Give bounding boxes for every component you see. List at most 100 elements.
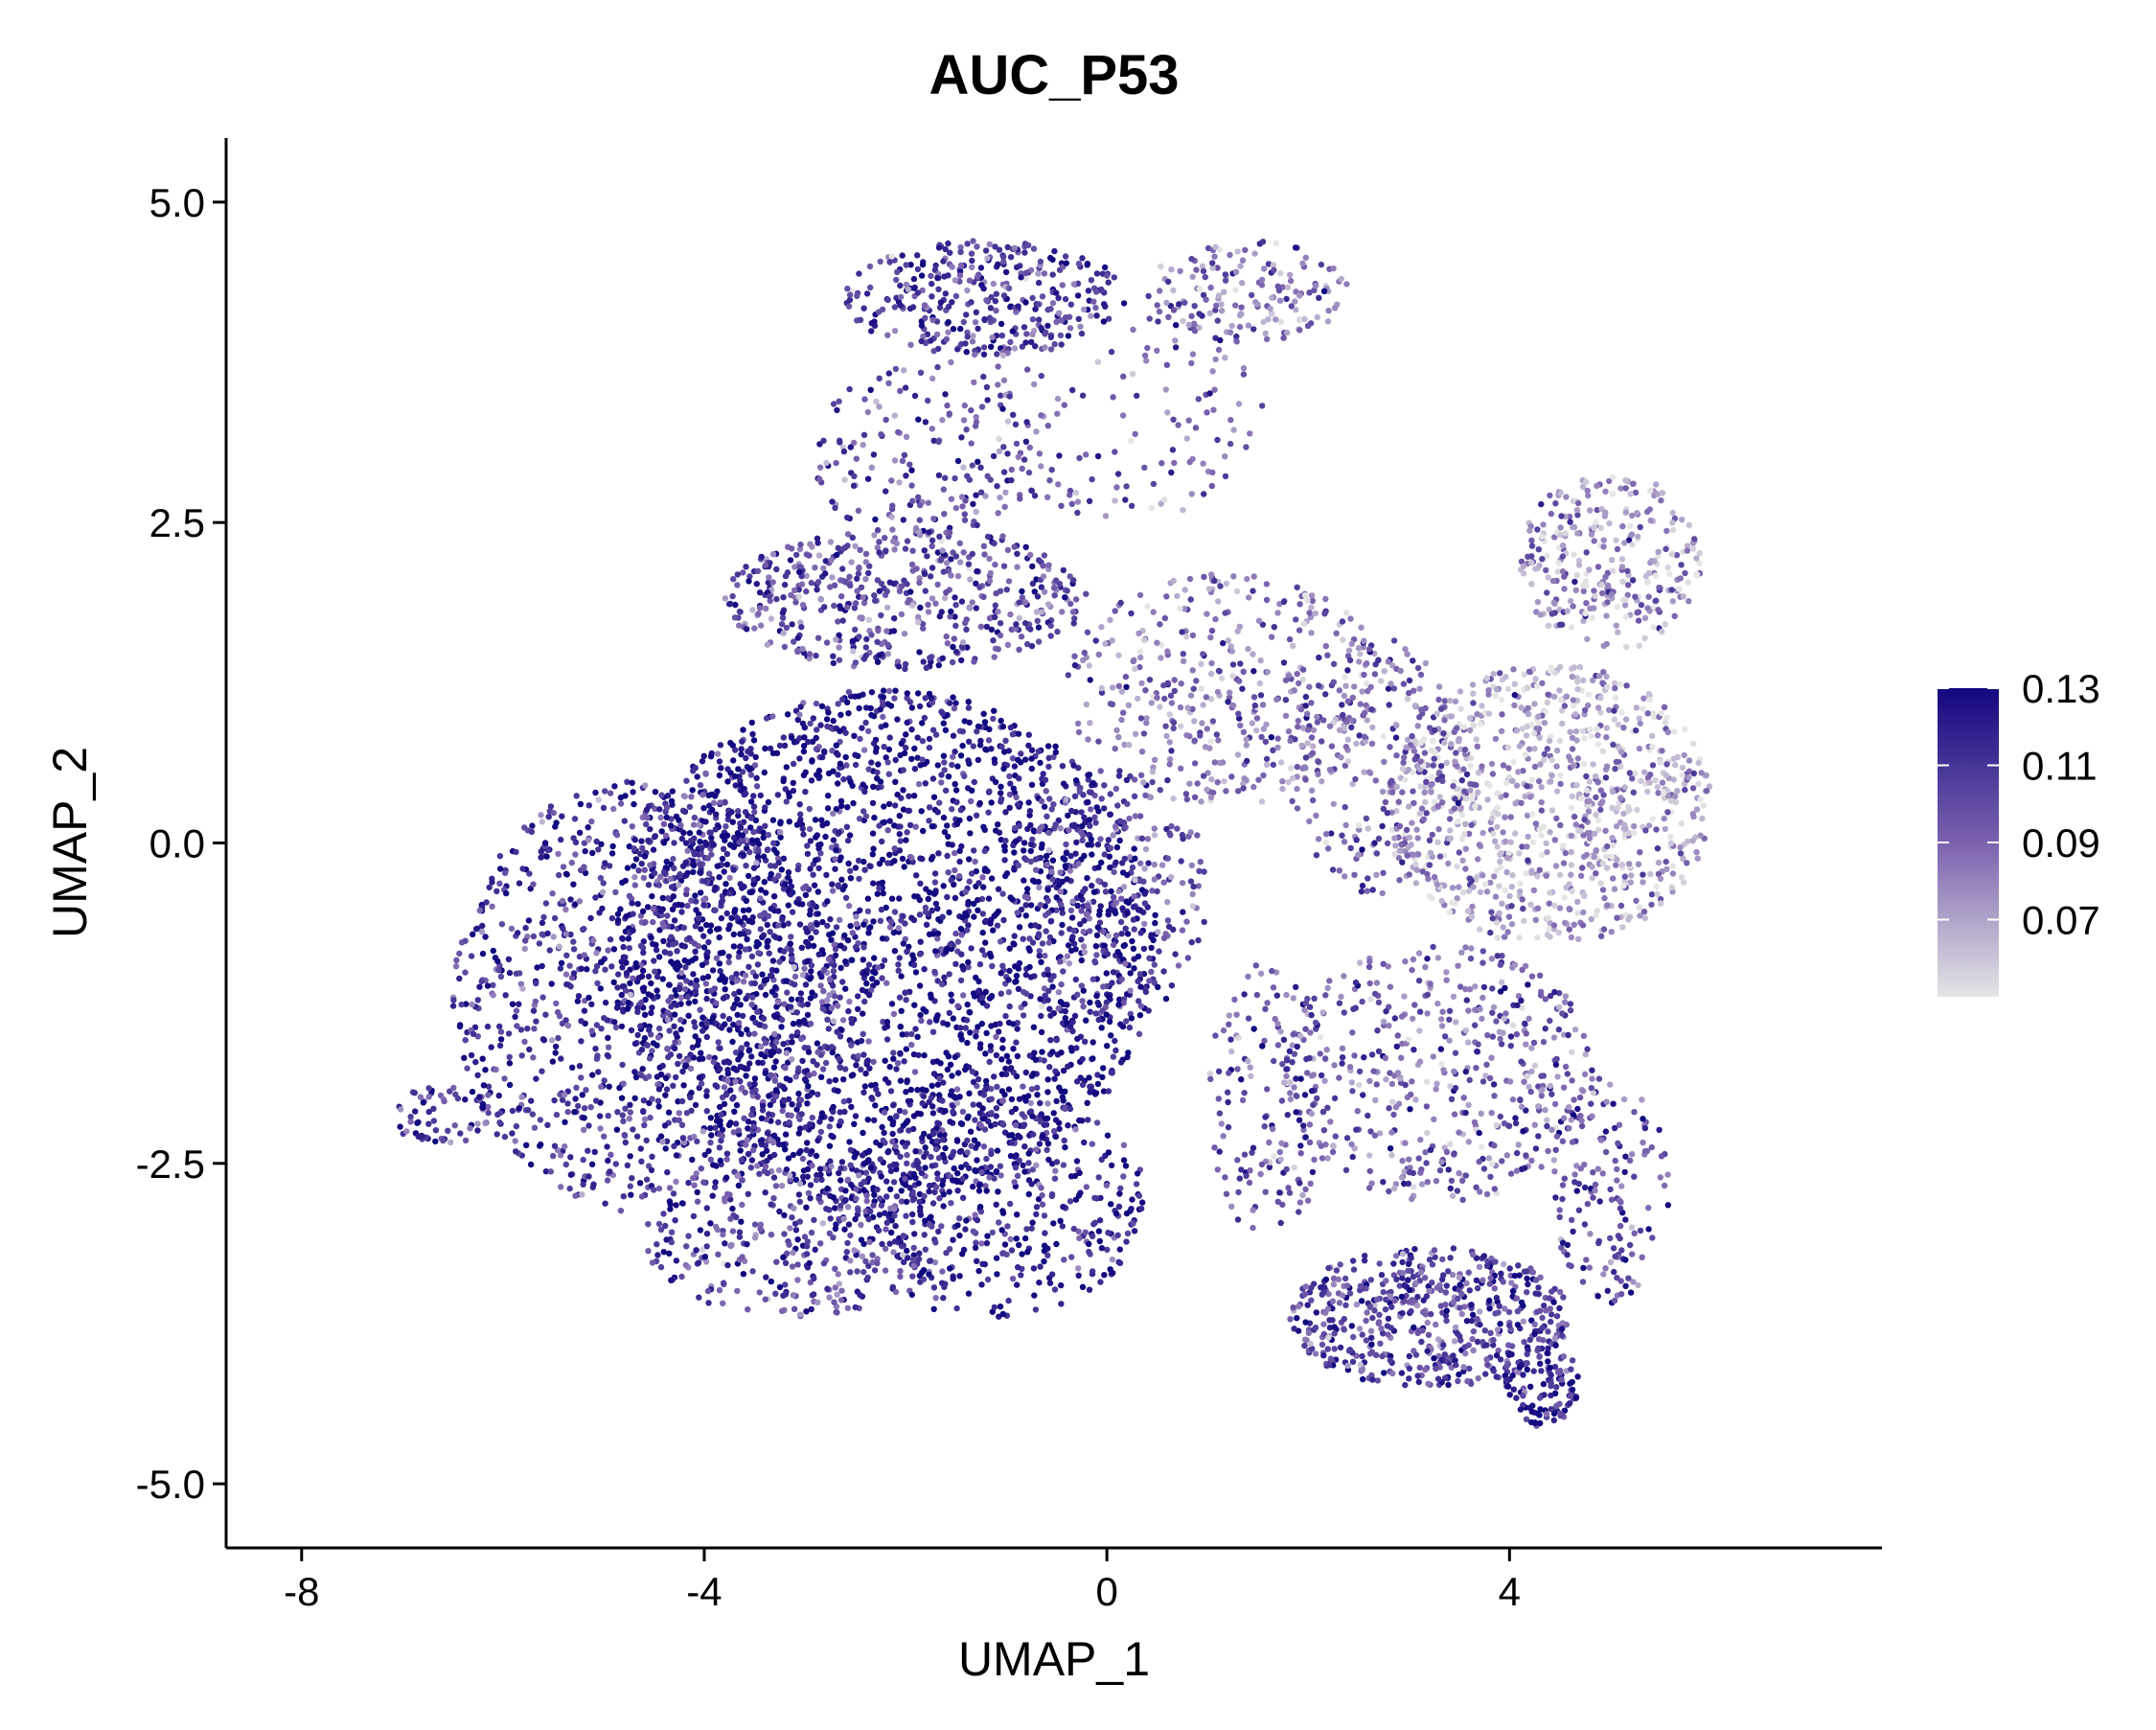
scatter-point <box>691 814 699 821</box>
scatter-point <box>852 600 860 607</box>
scatter-point <box>588 1001 595 1008</box>
scatter-point <box>842 729 849 736</box>
scatter-point <box>936 1195 943 1202</box>
scatter-point <box>687 1065 695 1073</box>
scatter-point <box>944 1066 952 1073</box>
scatter-point <box>940 752 948 759</box>
scatter-point <box>861 866 868 873</box>
scatter-point <box>983 1188 990 1194</box>
scatter-point <box>781 742 789 750</box>
scatter-point <box>814 1049 821 1056</box>
scatter-point <box>671 1023 677 1030</box>
scatter-point <box>677 870 683 878</box>
scatter-point <box>644 815 651 821</box>
scatter-point <box>901 864 907 870</box>
scatter-point <box>700 1055 706 1062</box>
scatter-point <box>690 1212 698 1220</box>
scatter-point <box>1050 1127 1058 1135</box>
scatter-point <box>892 756 899 764</box>
scatter-point <box>903 1212 909 1219</box>
scatter-point <box>620 1193 627 1200</box>
scatter-point <box>592 1097 600 1104</box>
scatter-point <box>1006 1200 1014 1208</box>
scatter-point <box>787 940 793 947</box>
scatter-point <box>867 924 874 931</box>
scatter-point <box>861 788 868 796</box>
scatter-point <box>655 882 662 888</box>
scatter-point <box>797 704 804 710</box>
scatter-point <box>819 1005 826 1012</box>
scatter-point <box>976 1110 984 1117</box>
scatter-point <box>787 1172 793 1179</box>
scatter-point <box>874 527 882 534</box>
scatter-point <box>798 944 805 951</box>
scatter-point <box>1005 1058 1013 1065</box>
scatter-point <box>709 967 717 974</box>
scatter-point <box>688 794 695 800</box>
scatter-point <box>935 1155 943 1162</box>
scatter-point <box>654 1241 660 1248</box>
scatter-point <box>605 1044 612 1050</box>
scatter-point <box>829 748 836 754</box>
scatter-point <box>807 1120 814 1128</box>
scatter-point <box>572 1096 579 1102</box>
scatter-point <box>645 837 652 844</box>
scatter-point <box>791 1205 797 1211</box>
scatter-point <box>915 1051 922 1059</box>
scatter-point <box>537 1142 543 1149</box>
scatter-point <box>920 658 927 665</box>
scatter-point <box>1026 963 1033 971</box>
scatter-point <box>635 867 642 874</box>
scatter-point <box>506 1081 514 1089</box>
scatter-point <box>843 823 851 830</box>
scatter-point <box>789 734 795 741</box>
scatter-point <box>722 799 728 806</box>
scatter-point <box>761 910 768 916</box>
scatter-point <box>649 1048 655 1054</box>
scatter-point <box>929 1082 935 1090</box>
scatter-point <box>788 883 795 890</box>
scatter-point <box>880 713 886 721</box>
scatter-point <box>513 1122 520 1130</box>
scatter-point <box>1080 888 1087 895</box>
scatter-point <box>930 1305 937 1313</box>
scatter-point <box>655 1103 662 1110</box>
scatter-point <box>1065 1122 1071 1129</box>
scatter-point <box>763 605 769 612</box>
scatter-point <box>1021 1234 1029 1242</box>
scatter-point <box>814 921 820 928</box>
scatter-point <box>1131 845 1137 852</box>
scatter-point <box>631 1095 638 1102</box>
scatter-point <box>1098 1025 1105 1031</box>
scatter-point <box>1079 1081 1087 1089</box>
scatter-point <box>750 803 758 810</box>
scatter-point <box>599 888 607 895</box>
scatter-point <box>940 883 947 889</box>
scatter-point <box>929 1200 937 1207</box>
scatter-point <box>748 719 755 727</box>
scatter-point <box>762 1189 768 1196</box>
scatter-point <box>737 1002 744 1008</box>
scatter-point <box>844 837 852 844</box>
scatter-point <box>721 868 727 875</box>
scatter-point <box>748 1112 755 1119</box>
scatter-point <box>804 842 811 849</box>
scatter-point <box>979 1260 986 1268</box>
scatter-point <box>692 948 699 955</box>
scatter-point <box>660 868 668 875</box>
scatter-point <box>638 860 645 867</box>
scatter-point <box>578 1074 585 1081</box>
scatter-point <box>847 1269 854 1276</box>
scatter-point <box>910 1262 917 1269</box>
scatter-point <box>1075 765 1082 772</box>
scatter-point <box>737 781 744 789</box>
scatter-point <box>700 1179 707 1186</box>
scatter-point <box>928 1095 935 1101</box>
scatter-point <box>890 1179 898 1186</box>
scatter-point <box>544 930 551 937</box>
scatter-point <box>700 1014 706 1021</box>
scatter-point <box>999 1036 1006 1044</box>
scatter-point <box>856 704 862 712</box>
scatter-point <box>640 1097 648 1104</box>
scatter-point <box>632 856 640 863</box>
